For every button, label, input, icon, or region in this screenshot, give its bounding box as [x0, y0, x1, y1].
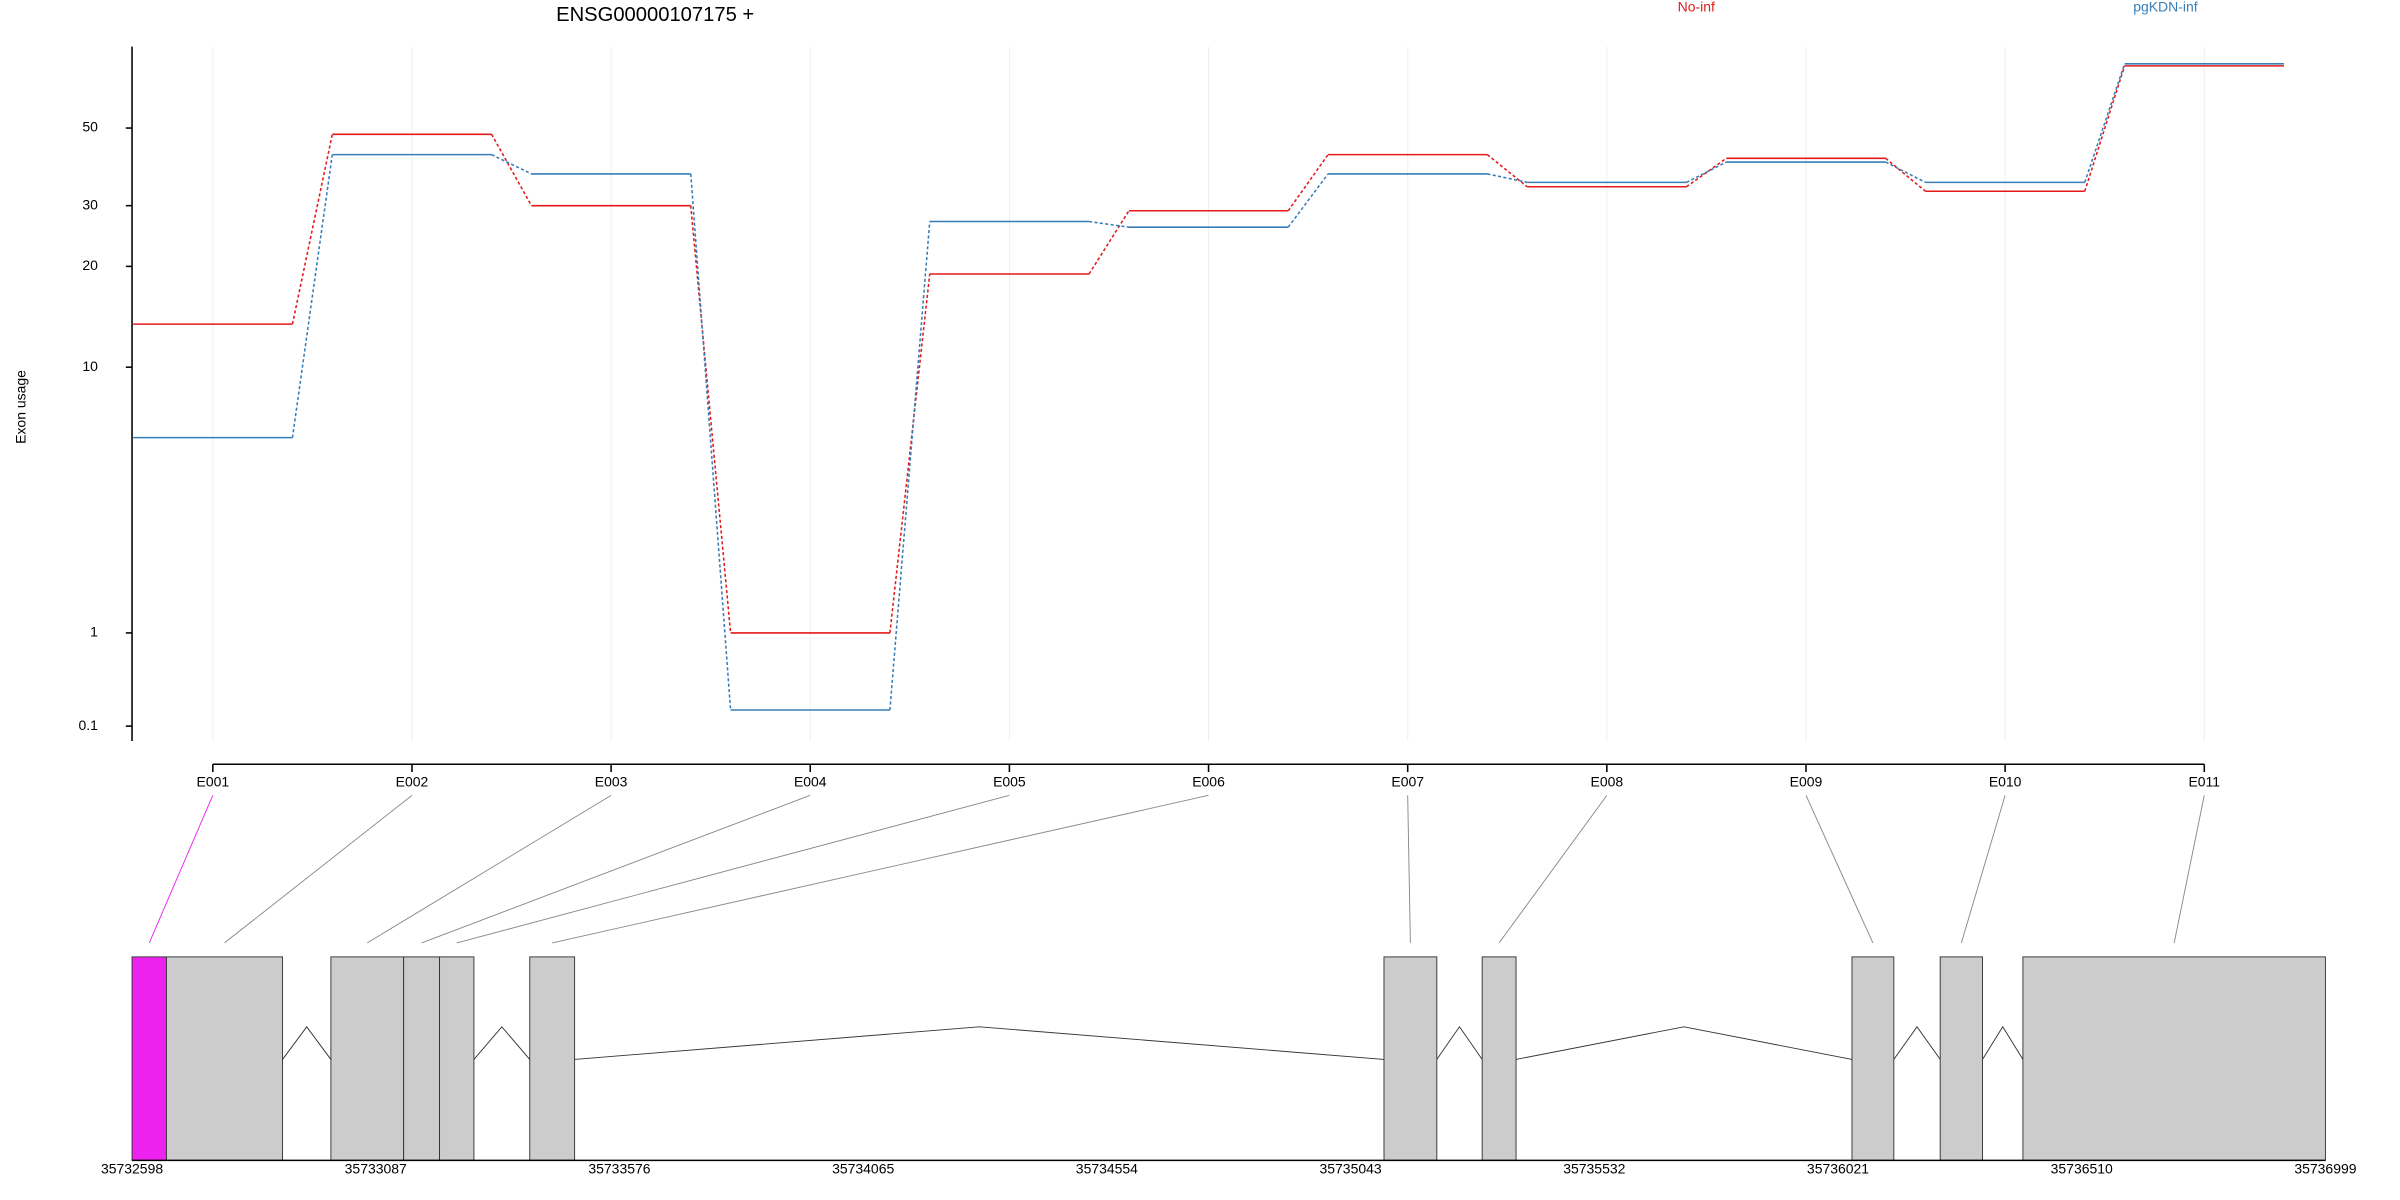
- exon-link: [1498, 795, 1608, 944]
- exon: [131, 956, 167, 1161]
- exon-link: [1805, 795, 1874, 944]
- intron: [1893, 1025, 1941, 1060]
- exon-link: [224, 794, 413, 944]
- exon-link: [1407, 795, 1411, 943]
- exon-link: [552, 794, 1209, 944]
- step-connector: [1686, 161, 1727, 184]
- genomic-tick-label: 35736510: [2051, 1160, 2113, 1176]
- exon-link: [2173, 795, 2205, 944]
- genomic-tick-label: 35735043: [1320, 1160, 1382, 1176]
- exon-link: [148, 795, 214, 944]
- genomic-tick-label: 35732598: [101, 1160, 163, 1176]
- x-tick-label: E007: [1391, 774, 1424, 790]
- exon: [403, 956, 441, 1161]
- legend-entry: No-inf: [1678, 0, 1715, 14]
- x-tick-label: E009: [1790, 774, 1823, 790]
- step-connector: [1088, 220, 1129, 228]
- step-connector: [1287, 154, 1329, 212]
- step-connector: [1287, 173, 1329, 228]
- intron: [473, 1026, 531, 1060]
- step-connector: [1088, 210, 1130, 275]
- step-connector: [291, 154, 334, 438]
- exon: [2022, 956, 2326, 1161]
- legend-entry: pgKDN-inf: [2133, 0, 2198, 14]
- genomic-tick-label: 35733576: [588, 1160, 650, 1176]
- intron: [1436, 1025, 1483, 1060]
- step-connector: [2084, 63, 2126, 183]
- exon-link: [421, 794, 811, 944]
- y-tick-label: 20: [82, 257, 98, 273]
- exon-link: [367, 794, 612, 944]
- intron: [1515, 1026, 1853, 1060]
- exon: [529, 956, 576, 1161]
- x-tick-label: E005: [993, 774, 1026, 790]
- genomic-tick-label: 35734065: [832, 1160, 894, 1176]
- genomic-tick-label: 35736999: [2294, 1160, 2356, 1176]
- exon: [1481, 956, 1517, 1161]
- step-connector: [689, 205, 732, 633]
- exon: [1383, 956, 1438, 1161]
- y-axis-label: Exon usage: [12, 370, 28, 444]
- chart-title: ENSG00000107175 +: [556, 4, 754, 26]
- x-tick-label: E002: [396, 774, 429, 790]
- step-connector: [889, 221, 931, 711]
- step-connector: [1885, 157, 1926, 192]
- y-tick-label: 10: [82, 358, 98, 374]
- x-tick-label: E006: [1192, 774, 1225, 790]
- step-connector: [1885, 161, 1926, 184]
- x-tick-label: E003: [595, 774, 628, 790]
- step-connector: [2084, 65, 2126, 192]
- genomic-tick-label: 35735532: [1563, 1160, 1625, 1176]
- exon-link: [456, 794, 1010, 944]
- y-tick-label: 50: [82, 119, 98, 135]
- step-connector: [1487, 173, 1528, 184]
- intron: [1982, 1025, 2024, 1060]
- exon: [1851, 956, 1895, 1161]
- x-tick-label: E010: [1989, 774, 2022, 790]
- step-connector: [1486, 154, 1528, 188]
- step-connector: [491, 153, 532, 175]
- intron: [574, 1026, 1385, 1060]
- intron: [282, 1026, 332, 1060]
- genomic-tick-label: 35733087: [345, 1160, 407, 1176]
- y-tick-label: 1: [90, 624, 98, 640]
- exon: [1939, 956, 1984, 1161]
- exon-link: [1960, 795, 2006, 944]
- y-tick-label: 30: [82, 196, 98, 212]
- x-tick-label: E001: [197, 774, 230, 790]
- exon: [330, 956, 405, 1161]
- genomic-tick-label: 35734554: [1076, 1160, 1138, 1176]
- y-tick-label: 0.1: [78, 717, 98, 733]
- exon: [165, 956, 284, 1161]
- step-connector: [490, 133, 533, 207]
- x-tick-label: E004: [794, 774, 827, 790]
- step-connector: [889, 273, 931, 634]
- step-connector: [689, 173, 732, 711]
- exon: [439, 956, 475, 1161]
- genomic-tick-label: 35736021: [1807, 1160, 1869, 1176]
- x-tick-label: E011: [2188, 774, 2220, 790]
- x-tick-label: E008: [1591, 774, 1624, 790]
